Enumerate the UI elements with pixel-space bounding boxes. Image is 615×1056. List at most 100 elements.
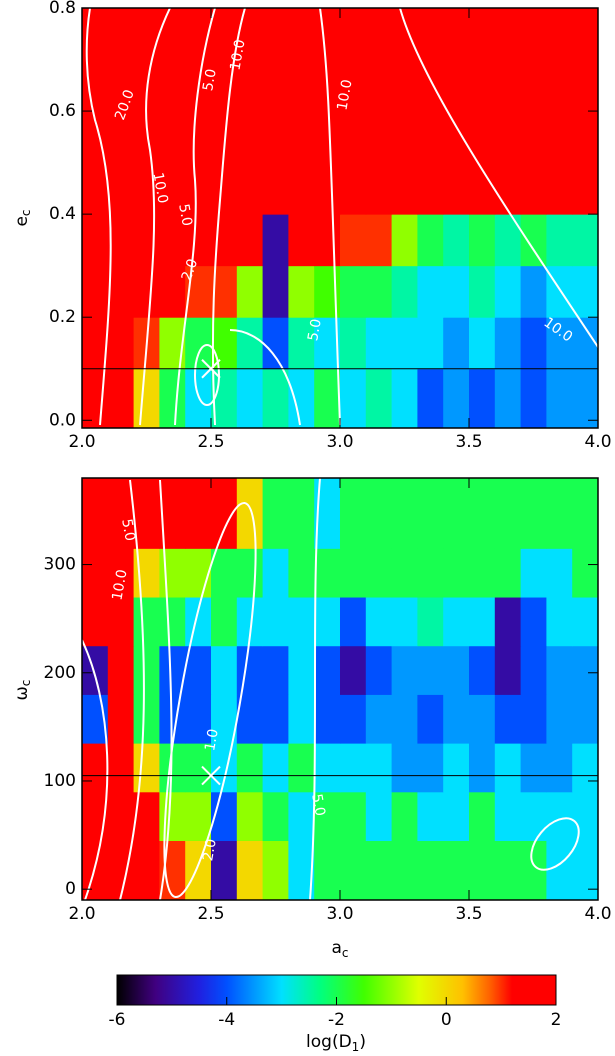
heatmap-cell [443,478,470,549]
heatmap-cell [391,162,418,215]
heatmap-cell [391,317,418,370]
y-tick-label: 200 [44,663,76,683]
heatmap-cell [391,694,418,744]
heatmap-cell [288,743,315,793]
heatmap-cell [159,597,186,647]
heatmap-cell [82,597,109,647]
heatmap-cell [443,840,470,900]
heatmap-cell [288,317,315,370]
heatmap-cell [82,317,109,370]
heatmap-cell [236,368,264,428]
heatmap-cell [82,214,109,267]
heatmap-cell [262,694,289,744]
heatmap-cell [391,368,418,428]
heatmap-cell [494,791,522,841]
heatmap-cell [340,840,367,900]
colorbar-tick-label: -6 [109,1010,126,1030]
colorbar-tick-label: -4 [218,1010,235,1030]
heatmap-cell [494,597,522,647]
heatmap-cell [546,743,573,793]
heatmap-cell [236,162,264,215]
heatmap-cell [520,478,547,549]
heatmap-cell [236,214,264,267]
heatmap-cell [572,59,598,112]
heatmap-cell [314,214,341,267]
heatmap-cell [443,317,470,370]
heatmap-cell [469,548,496,598]
heatmap-cell [107,111,135,164]
y-tick-label: 0 [65,879,76,899]
heatmap-cell [185,743,212,793]
contour-label: 5.0 [175,203,195,228]
y-tick-label: 0.4 [49,204,76,224]
heatmap-cell [546,791,573,841]
heatmap-cell [133,368,160,428]
x-tick-label: 3.0 [326,904,353,924]
heatmap-cell [365,597,393,647]
y-tick-label: 0.6 [49,101,76,121]
heatmap-cell [546,840,573,900]
heatmap-cell [82,645,109,695]
heatmap-cell [469,694,496,744]
heatmap-cell [417,317,444,370]
y-axis-label-sub: c [19,680,33,687]
x-tick-label: 2.0 [68,432,95,452]
heatmap-cell [340,791,367,841]
x-tick-label: 3.5 [455,904,482,924]
heatmap-cell [107,162,135,215]
heatmap-cell [185,111,212,164]
heatmap-cell [236,111,264,164]
heatmap-cell [133,840,160,900]
heatmap-cell [314,111,341,164]
heatmap-cell [185,162,212,215]
y-tick-label: 0.2 [49,307,76,327]
heatmap-cell [443,645,470,695]
heatmap-cell [365,317,393,370]
colorbar-label: log(D1) [306,1032,366,1054]
heatmap-cell [469,214,496,267]
heatmap-cell [262,840,289,900]
heatmap-cell [572,368,598,428]
heatmap-cell [572,8,598,61]
heatmap-cell [236,478,264,549]
heatmap-cell [494,548,522,598]
heatmap-cell [82,162,109,215]
heatmap-cell [546,645,573,695]
heatmap-cell [314,548,341,598]
heatmap-cell [417,840,444,900]
heatmap-cell [520,645,547,695]
heatmap-cell [417,8,444,61]
heatmap-cell [391,265,418,318]
heatmap-cell [365,694,393,744]
heatmap-cell [262,597,289,647]
heatmap-cell [262,111,289,164]
heatmap-cell [288,478,315,549]
heatmap-cell [159,265,186,318]
heatmap-cell [159,214,186,267]
heatmap-cell [82,59,109,112]
heatmap-cell [314,162,341,215]
heatmap-cell [365,368,393,428]
heatmap-cell [262,317,289,370]
heatmap-cell [159,548,186,598]
heatmap-cell [133,645,160,695]
heatmap-cell [262,548,289,598]
x-axis-label-sub: c [342,946,349,960]
heatmap-cell [236,317,264,370]
heatmap-cell [469,645,496,695]
heatmap-cell [107,548,135,598]
heatmap-cell [236,8,264,61]
heatmap-cell [546,597,573,647]
heatmap-cell [417,645,444,695]
heatmap-cell [365,548,393,598]
heatmap-cell [417,59,444,112]
heatmap-cell [365,111,393,164]
heatmap-cell [443,791,470,841]
heatmap-cell [211,8,238,61]
contour-label: 5.0 [200,68,220,93]
heatmap-cell [417,743,444,793]
heatmap-cell [314,743,341,793]
heatmap-cell [288,8,315,61]
contours [82,478,580,900]
heatmap-cell [185,645,212,695]
